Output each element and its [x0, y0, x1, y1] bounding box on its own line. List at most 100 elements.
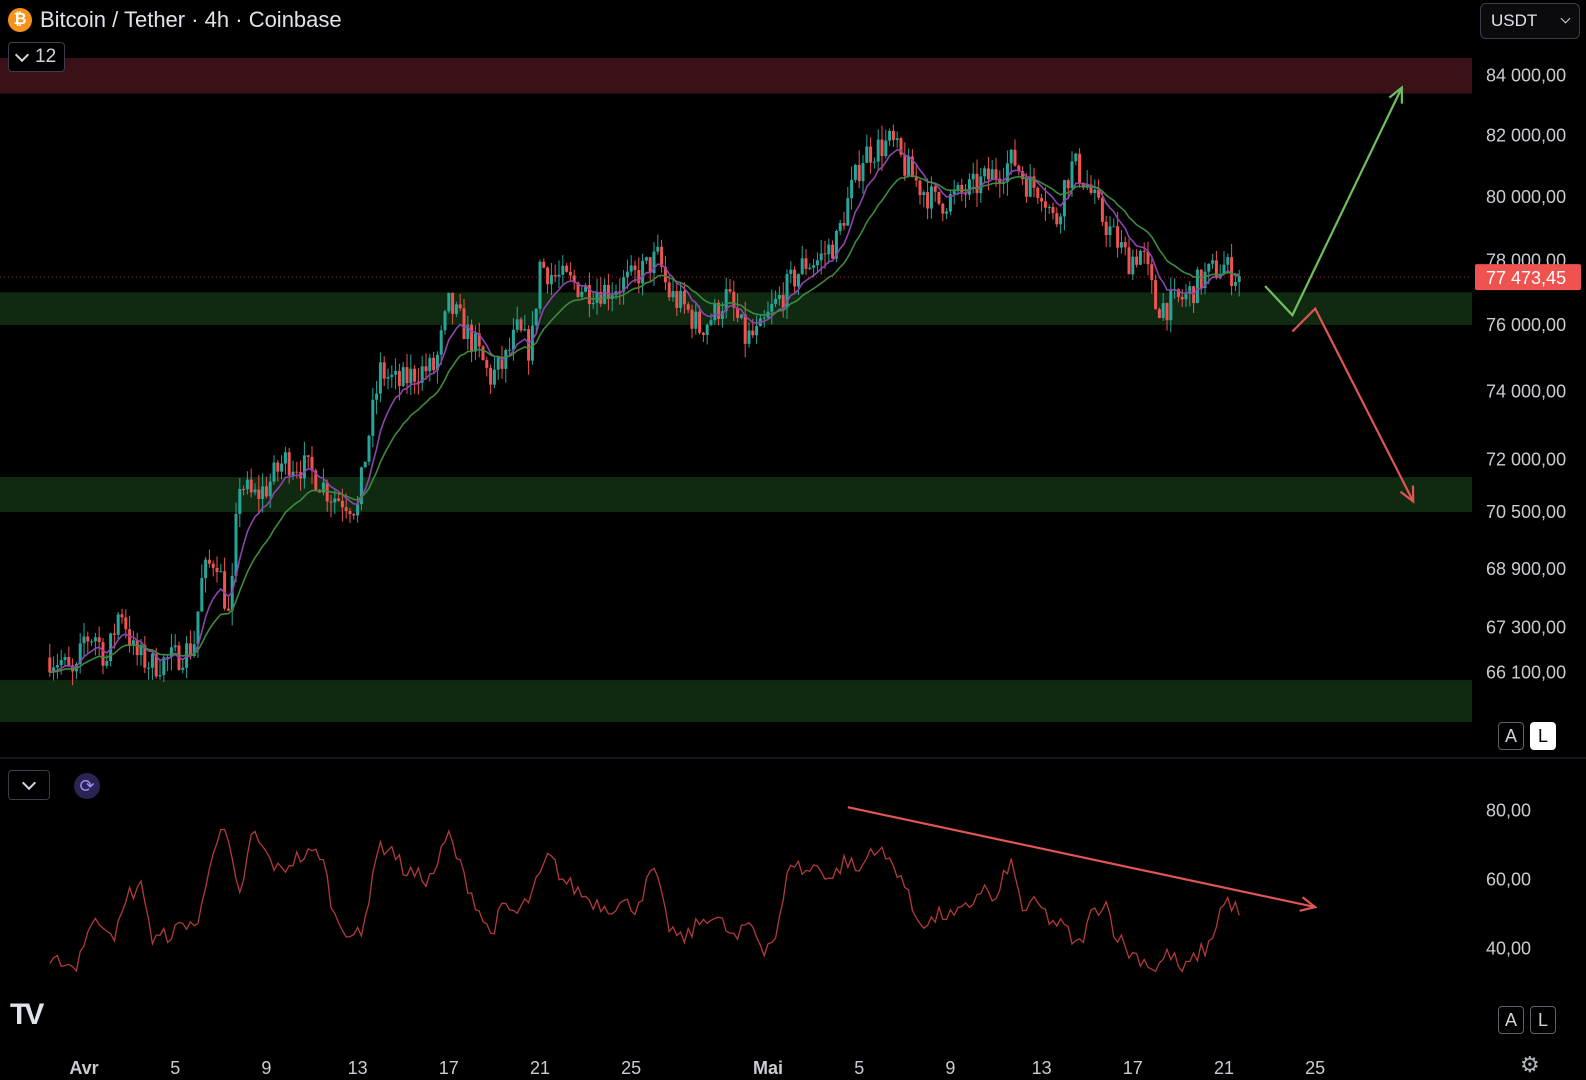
candle-body: [207, 559, 211, 564]
candle-body: [264, 486, 268, 497]
candle-body: [443, 311, 447, 331]
candle-body: [101, 642, 105, 666]
candle-body: [1040, 197, 1044, 202]
rsi-auto-scale-button[interactable]: A: [1498, 1006, 1524, 1034]
candle-body: [663, 266, 667, 283]
candle-body: [386, 376, 390, 379]
currency-select[interactable]: USDT: [1480, 3, 1580, 39]
candle-body: [329, 501, 333, 503]
candle-body: [394, 370, 398, 375]
candle-body: [1036, 187, 1040, 198]
candle-body: [1165, 303, 1169, 321]
rsi-log-scale-button[interactable]: L: [1530, 1006, 1556, 1034]
candle-body: [359, 467, 363, 505]
candle-body: [595, 292, 599, 303]
candle-body: [1211, 260, 1215, 264]
candle-body: [572, 275, 576, 283]
candle-body: [956, 184, 960, 192]
candle-body: [428, 357, 432, 372]
candle-body: [192, 644, 196, 657]
candle-body: [1150, 264, 1154, 281]
rsi-divergence-arrow-head: [1299, 896, 1318, 912]
candle-body: [618, 291, 622, 293]
candle-body: [1116, 226, 1120, 248]
candle-body: [86, 636, 90, 642]
candle-body: [283, 452, 287, 464]
candle-body: [743, 314, 747, 344]
candle-body: [344, 507, 348, 511]
candle-body: [1195, 269, 1199, 304]
resistance-zone: [0, 58, 1472, 94]
rsi-divergence-arrow: [847, 806, 1316, 909]
candle-body: [534, 308, 538, 326]
candle-body: [1032, 176, 1036, 188]
candle-body: [629, 265, 633, 272]
candle-body: [1104, 221, 1108, 236]
candle-body: [78, 643, 82, 664]
candle-body: [462, 308, 466, 339]
time-tick-label: Avr: [69, 1058, 98, 1078]
candle-body: [876, 139, 880, 162]
price-tick-label: 80 000,00: [1486, 187, 1566, 207]
candle-body: [82, 636, 86, 644]
candle-body: [1013, 149, 1017, 166]
bearish-scenario-arrow-head: [1399, 485, 1415, 504]
log-scale-button[interactable]: L: [1530, 722, 1556, 750]
candle-body: [1142, 250, 1146, 252]
candle-body: [375, 393, 379, 400]
candle-body: [941, 203, 945, 214]
candle-body: [679, 290, 683, 308]
chevron-down-icon: [1560, 13, 1571, 24]
candle-body: [1051, 206, 1055, 214]
candle-body: [1028, 176, 1032, 197]
candle-body: [1062, 180, 1066, 217]
price-tick-label: 70 500,00: [1486, 502, 1566, 522]
candle-body: [880, 139, 884, 157]
candle-body: [63, 657, 67, 660]
candle-body: [812, 265, 816, 268]
rsi-tick-label: 80,00: [1486, 801, 1531, 821]
candle-body: [926, 192, 930, 209]
time-tick-label: 21: [530, 1058, 550, 1078]
candle-body: [1059, 216, 1063, 225]
candle-body: [800, 258, 804, 275]
candle-body: [1169, 290, 1173, 321]
candle-body: [929, 186, 933, 209]
support-zone-76k: [0, 292, 1472, 325]
symbol-title[interactable]: Bitcoin / Tether · 4h · Coinbase: [40, 7, 342, 32]
candle-body: [112, 633, 116, 635]
currency-value: USDT: [1491, 11, 1538, 30]
candle-body: [796, 274, 800, 287]
candle-body: [1066, 180, 1070, 189]
candle-body: [1138, 250, 1142, 265]
gear-icon[interactable]: ⚙: [1520, 1052, 1540, 1077]
candle-body: [850, 179, 854, 199]
candle-body: [728, 289, 732, 292]
candle-body: [416, 381, 420, 383]
candle-body: [154, 653, 158, 677]
candle-body: [1043, 201, 1047, 208]
auto-scale-button[interactable]: A: [1498, 722, 1524, 750]
candle-body: [173, 645, 177, 648]
candle-body: [135, 640, 139, 656]
candle-body: [485, 360, 489, 368]
candle-body: [439, 330, 443, 355]
candle-body: [553, 275, 557, 277]
candle-body: [321, 482, 325, 493]
price-tick-label: 67 300,00: [1486, 618, 1566, 638]
candle-body: [770, 303, 774, 312]
tradingview-logo[interactable]: TV: [10, 998, 44, 1031]
bearish-scenario-arrow: [1291, 306, 1415, 502]
bullish-scenario-arrow-head: [1388, 85, 1403, 104]
sync-icon[interactable]: ⟳: [74, 773, 100, 799]
candle-body: [603, 284, 607, 304]
candle-body: [196, 611, 200, 645]
candle-body: [781, 295, 785, 308]
candle-body: [831, 244, 835, 259]
candle-body: [774, 298, 778, 304]
candle-body: [162, 657, 166, 676]
rsi-collapse-button[interactable]: [8, 770, 50, 800]
indicators-collapse-button[interactable]: 12: [8, 42, 66, 72]
candle-body: [755, 326, 759, 336]
